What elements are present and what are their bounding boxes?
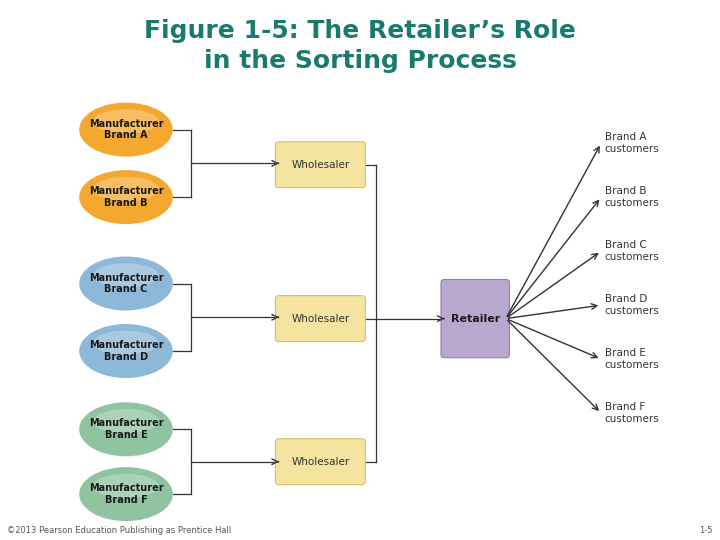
Text: Brand B
customers: Brand B customers [605, 186, 660, 208]
Ellipse shape [79, 467, 173, 521]
Text: Figure 1-5: The Retailer’s Role
in the Sorting Process: Figure 1-5: The Retailer’s Role in the S… [144, 19, 576, 73]
Ellipse shape [79, 103, 173, 157]
Text: Manufacturer
Brand B: Manufacturer Brand B [89, 186, 163, 208]
Text: ©2013 Pearson Education Publishing as Prentice Hall: ©2013 Pearson Education Publishing as Pr… [7, 525, 231, 535]
Text: Manufacturer
Brand A: Manufacturer Brand A [89, 119, 163, 140]
Ellipse shape [93, 409, 158, 433]
FancyBboxPatch shape [275, 142, 366, 188]
Ellipse shape [93, 177, 158, 201]
FancyBboxPatch shape [441, 280, 510, 358]
Text: Brand C
customers: Brand C customers [605, 240, 660, 262]
Ellipse shape [79, 170, 173, 224]
Text: Brand F
customers: Brand F customers [605, 402, 660, 424]
Text: 1-5: 1-5 [699, 525, 713, 535]
Text: Brand A
customers: Brand A customers [605, 132, 660, 154]
Text: Manufacturer
Brand D: Manufacturer Brand D [89, 340, 163, 362]
Ellipse shape [93, 109, 158, 133]
Text: Manufacturer
Brand E: Manufacturer Brand E [89, 418, 163, 440]
Text: Brand D
customers: Brand D customers [605, 294, 660, 316]
Text: Wholesaler: Wholesaler [292, 457, 349, 467]
Text: Manufacturer
Brand F: Manufacturer Brand F [89, 483, 163, 505]
Ellipse shape [93, 263, 158, 287]
Ellipse shape [79, 324, 173, 378]
Text: Brand E
customers: Brand E customers [605, 348, 660, 370]
Text: Wholesaler: Wholesaler [292, 314, 349, 323]
FancyBboxPatch shape [275, 296, 366, 342]
Ellipse shape [79, 402, 173, 456]
Text: Retailer: Retailer [451, 314, 500, 323]
FancyBboxPatch shape [275, 438, 366, 485]
Ellipse shape [79, 256, 173, 310]
Ellipse shape [93, 330, 158, 355]
Text: Manufacturer
Brand C: Manufacturer Brand C [89, 273, 163, 294]
Ellipse shape [93, 474, 158, 498]
Text: Wholesaler: Wholesaler [292, 160, 349, 170]
